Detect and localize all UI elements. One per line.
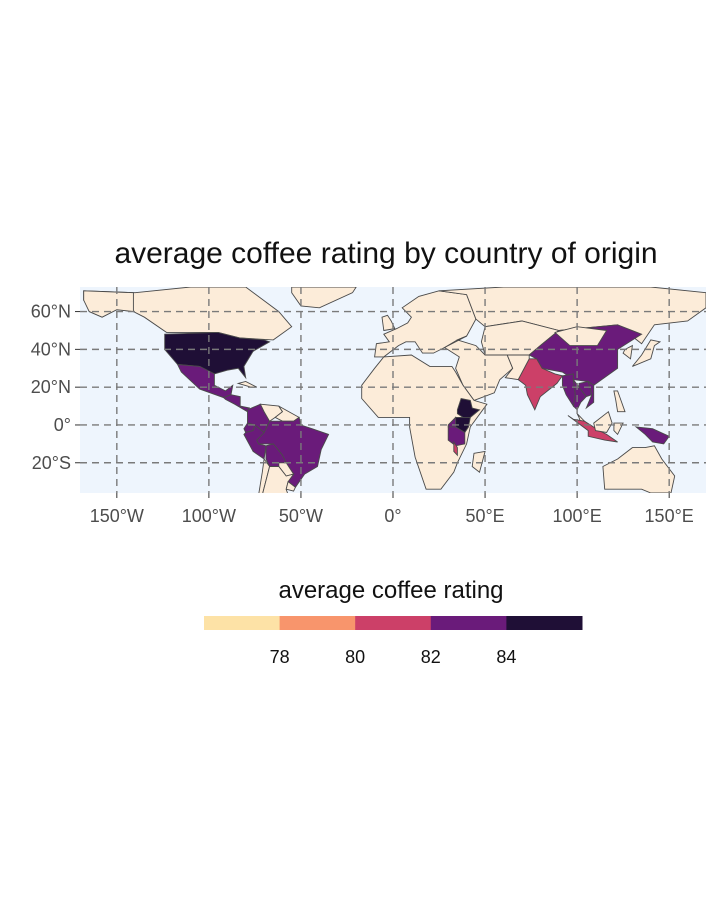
country-new-zealand	[710, 491, 720, 497]
legend-swatch	[506, 616, 583, 630]
legend-colorbar	[204, 616, 583, 630]
x-tick-label: 100°E	[552, 506, 601, 526]
country-ethiopia	[456, 397, 481, 418]
chart-title: average coffee rating by country of orig…	[114, 237, 657, 270]
legend-label: 78	[270, 647, 290, 667]
country-greenland	[291, 287, 357, 309]
country-central-america	[222, 394, 251, 413]
latitude-axis: 60°N 40°N 20°N 0° 20°S	[31, 302, 80, 473]
y-tick-label: 0°	[54, 415, 71, 435]
y-tick-label: 40°N	[31, 339, 71, 359]
country-borneo	[593, 410, 613, 433]
legend-swatch	[279, 616, 356, 630]
x-tick-label: 100°W	[182, 506, 236, 526]
country-australia	[602, 445, 676, 493]
graticule	[80, 287, 706, 493]
country-tanzania	[447, 426, 466, 447]
longitude-axis: 150°W 100°W 50°W 0° 50°E 100°E 150°E	[90, 493, 694, 526]
x-tick-label: 50°E	[465, 506, 504, 526]
country-alaska	[83, 290, 134, 318]
country-chile	[258, 457, 271, 493]
legend-label: 80	[345, 647, 365, 667]
country-madagascar	[471, 450, 486, 473]
country-korea-japan	[622, 344, 633, 360]
country-russia	[438, 287, 706, 345]
x-tick-label: 150°W	[90, 506, 144, 526]
country-uruguay	[285, 480, 296, 492]
land-layer	[83, 287, 720, 497]
legend-swatch	[355, 616, 432, 630]
legend-swatch	[430, 616, 507, 630]
x-tick-label: 50°W	[279, 506, 323, 526]
legend-label: 82	[421, 647, 441, 667]
country-papua-new-guinea	[634, 426, 670, 445]
country-cuba	[236, 381, 258, 388]
country-pakistan-afghanistan	[504, 354, 530, 381]
legend-label: 84	[496, 647, 516, 667]
country-vietnam	[585, 380, 595, 410]
legend-swatch	[204, 616, 281, 630]
country-japan	[632, 339, 662, 367]
country-india	[517, 358, 564, 411]
legend-title: average coffee rating	[278, 577, 503, 604]
country-malawi	[453, 440, 458, 457]
country-mongolia	[554, 326, 608, 347]
country-philippines	[613, 390, 626, 413]
legend-labels: 78 80 82 84	[270, 647, 517, 667]
y-tick-label: 20°S	[32, 453, 71, 473]
map-panel	[80, 287, 720, 497]
country-indonesia	[567, 415, 618, 443]
country-sulawesi	[613, 422, 624, 436]
legend: average coffee rating 78 80 82 84	[204, 577, 583, 667]
y-tick-label: 60°N	[31, 302, 71, 322]
x-tick-label: 0°	[384, 506, 401, 526]
x-tick-label: 150°E	[645, 506, 694, 526]
y-tick-label: 20°N	[31, 377, 71, 397]
